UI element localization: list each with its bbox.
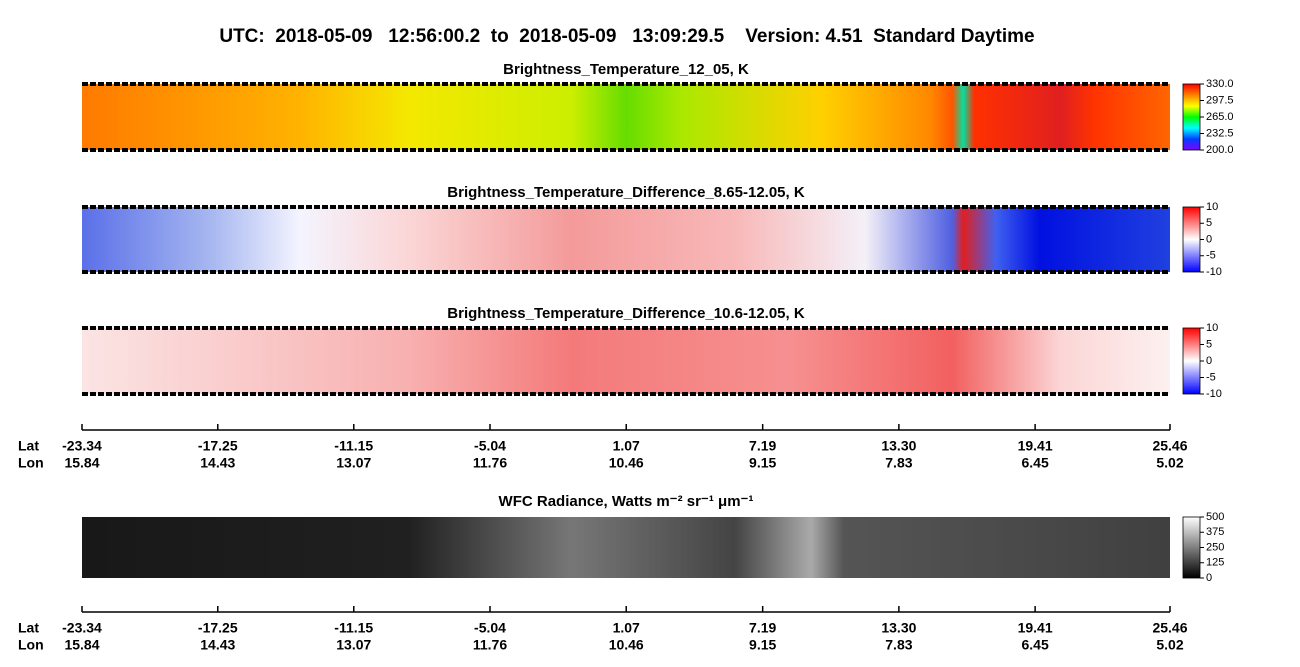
- lon-tick-label: 6.45: [1021, 455, 1048, 471]
- colorbar-tick-label: 330.0: [1206, 78, 1234, 90]
- lat-tick-label: -5.04: [474, 438, 506, 454]
- lon-tick-label: 6.45: [1021, 637, 1048, 653]
- lon-tick-label: 7.83: [885, 455, 912, 471]
- lat-tick-label: -17.25: [198, 438, 238, 454]
- colorbar-tick-label: 200.0: [1206, 144, 1234, 156]
- heatmap-image: [82, 207, 1170, 272]
- lon-tick-label: 14.43: [200, 637, 235, 653]
- lat-tick-label: 7.19: [749, 620, 776, 636]
- lat-tick-label: 25.46: [1152, 438, 1187, 454]
- colorbar: [1182, 206, 1201, 273]
- lat-tick-label: 25.46: [1152, 620, 1187, 636]
- colorbar-tick-label: 125: [1206, 557, 1224, 569]
- lat-label: Lat: [18, 438, 39, 454]
- colorbar-tick-label: 5: [1206, 338, 1212, 350]
- colorbar-tick-label: 10: [1206, 201, 1218, 213]
- lon-tick-label: 9.15: [749, 455, 776, 471]
- panel-title: Brightness_Temperature_Difference_8.65-1…: [447, 184, 805, 201]
- colorbar: [1182, 327, 1201, 395]
- panel-title: Brightness_Temperature_12_05, K: [503, 61, 749, 78]
- lat-tick-label: 13.30: [881, 438, 916, 454]
- colorbar-tick-label: 297.5: [1206, 94, 1234, 106]
- lon-tick-label: 14.43: [200, 455, 235, 471]
- panel-title: Brightness_Temperature_Difference_10.6-1…: [447, 305, 805, 322]
- heatmap-image: [82, 328, 1170, 394]
- lon-tick-label: 7.83: [885, 637, 912, 653]
- lon-tick-label: 10.46: [609, 455, 644, 471]
- lon-tick-label: 15.84: [64, 455, 99, 471]
- lat-tick-label: 19.41: [1018, 620, 1053, 636]
- colorbar-tick-label: -5: [1206, 250, 1216, 262]
- heatmap-image: [82, 84, 1170, 150]
- lat-tick-label: -11.15: [334, 438, 373, 454]
- lat-tick-label: -11.15: [334, 620, 373, 636]
- lat-tick-label: -23.34: [62, 438, 102, 454]
- heatmap-image: [82, 517, 1170, 578]
- colorbar-tick-label: 10: [1206, 322, 1218, 334]
- colorbar-tick-label: 0: [1206, 233, 1212, 245]
- lat-tick-label: -23.34: [62, 620, 102, 636]
- lon-tick-label: 15.84: [64, 637, 99, 653]
- colorbar-tick-label: 0: [1206, 572, 1212, 584]
- lat-label: Lat: [18, 620, 39, 636]
- colorbar-tick-label: -5: [1206, 371, 1216, 383]
- lon-tick-label: 9.15: [749, 637, 776, 653]
- colorbar-tick-label: -10: [1206, 388, 1222, 400]
- colorbar: [1182, 83, 1201, 151]
- lat-tick-label: 1.07: [613, 620, 640, 636]
- lat-tick-label: 7.19: [749, 438, 776, 454]
- panel-title: WFC Radiance, Watts m⁻² sr⁻¹ μm⁻¹: [499, 493, 754, 510]
- lat-tick-label: 1.07: [613, 438, 640, 454]
- lon-label: Lon: [18, 455, 44, 471]
- lon-label: Lon: [18, 637, 44, 653]
- lat-tick-label: 13.30: [881, 620, 916, 636]
- colorbar-tick-label: -10: [1206, 266, 1222, 278]
- colorbar-tick-label: 250: [1206, 541, 1224, 553]
- colorbar-tick-label: 232.5: [1206, 127, 1234, 139]
- colorbar-tick-label: 5: [1206, 217, 1212, 229]
- lat-tick-label: 19.41: [1018, 438, 1053, 454]
- colorbar-tick-label: 375: [1206, 526, 1224, 538]
- colorbar-tick-label: 500: [1206, 511, 1224, 523]
- lon-tick-label: 13.07: [336, 637, 371, 653]
- lat-tick-label: -5.04: [474, 620, 506, 636]
- colorbar: [1182, 516, 1201, 579]
- lon-tick-label: 11.76: [473, 455, 507, 471]
- lat-tick-label: -17.25: [198, 620, 238, 636]
- lon-tick-label: 5.02: [1156, 455, 1183, 471]
- colorbar-tick-label: 0: [1206, 355, 1212, 367]
- lon-tick-label: 13.07: [336, 455, 371, 471]
- lon-tick-label: 10.46: [609, 637, 644, 653]
- colorbar-tick-label: 265.0: [1206, 111, 1234, 123]
- figure-title: UTC: 2018-05-09 12:56:00.2 to 2018-05-09…: [219, 26, 1034, 47]
- lon-tick-label: 11.76: [473, 637, 507, 653]
- lon-tick-label: 5.02: [1156, 637, 1183, 653]
